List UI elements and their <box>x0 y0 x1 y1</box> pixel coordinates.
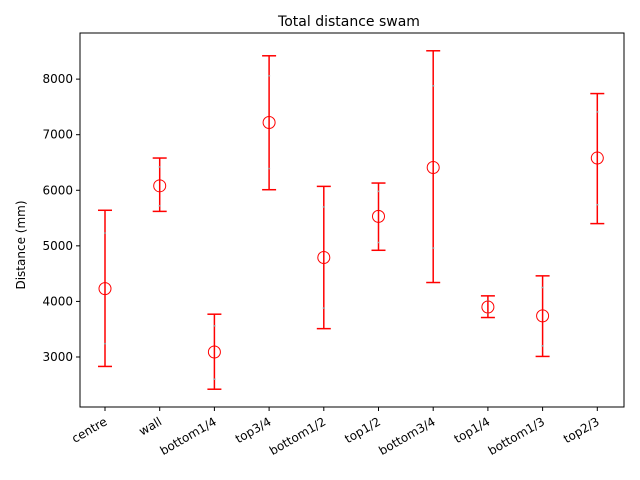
x-tick-label: top1/2 <box>342 414 383 446</box>
y-tick-label: 8000 <box>42 72 73 86</box>
y-tick-label: 4000 <box>42 294 73 308</box>
x-tick-label: top2/3 <box>561 414 602 446</box>
y-tick-label: 6000 <box>42 183 73 197</box>
x-tick-label: top1/4 <box>452 414 493 446</box>
x-tick-label: top3/4 <box>233 414 274 446</box>
y-tick-label: 5000 <box>42 239 73 253</box>
y-tick-label: 3000 <box>42 350 73 364</box>
data-point <box>590 151 604 165</box>
data-point <box>536 309 550 323</box>
data-point <box>207 345 221 359</box>
y-axis-label: Distance (mm) <box>14 200 28 289</box>
data-point <box>262 115 276 129</box>
x-tick-label: bottom3/4 <box>376 414 437 457</box>
x-tick-label: bottom1/2 <box>267 414 328 457</box>
x-tick-label: bottom1/4 <box>158 414 219 457</box>
x-tick-label: bottom1/3 <box>486 414 547 457</box>
data-point <box>372 209 385 223</box>
x-tick-label: centre <box>69 414 109 445</box>
plot-frame <box>79 32 625 408</box>
data-point <box>98 282 112 296</box>
chart-title: Total distance swam <box>277 14 420 30</box>
data-point <box>481 300 495 314</box>
data-point <box>317 251 331 265</box>
x-tick-label: wall <box>137 414 165 438</box>
data-point <box>153 179 167 193</box>
data-point <box>426 160 440 174</box>
y-tick-label: 7000 <box>42 128 73 142</box>
